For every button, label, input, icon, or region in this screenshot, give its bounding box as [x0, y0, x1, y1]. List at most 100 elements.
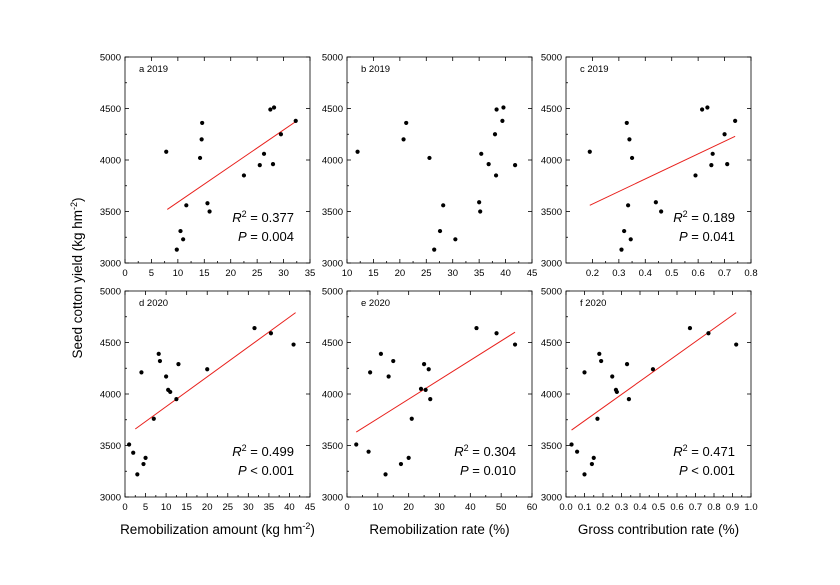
data-point — [174, 247, 179, 252]
data-point — [659, 209, 664, 214]
data-point — [421, 362, 427, 367]
r-squared-value: = 0.377 — [247, 210, 294, 225]
data-point — [368, 370, 373, 375]
y-tick-label: 3000 — [322, 259, 343, 270]
data-point — [628, 237, 633, 242]
x-tick-label: 10 — [173, 268, 184, 279]
data-point — [733, 118, 738, 123]
x-tick-label: 10 — [161, 502, 172, 513]
data-point — [401, 137, 406, 142]
data-point — [653, 200, 658, 205]
x-axis-title-main: Remobilization amount (kg hm — [120, 522, 302, 537]
x-tick-label: 15 — [199, 268, 210, 279]
x-tick-label: 0.6 — [692, 268, 705, 279]
panel-1: 0 5 10 15 20 25 30 35 3000 3500 4000 4500 5000 a 2019… — [100, 53, 315, 280]
data-point — [426, 367, 431, 372]
r-symbol: R — [673, 210, 682, 225]
x-tick-label: 0.7 — [689, 502, 702, 513]
x-tick-label: 40 — [284, 502, 295, 513]
y-tick-label: 3000 — [100, 493, 121, 504]
panel-label: d 2020 — [139, 298, 168, 309]
data-point — [418, 386, 424, 391]
x-tick-label: 0.3 — [615, 502, 628, 513]
data-point — [626, 397, 632, 402]
data-point — [437, 228, 443, 234]
data-point — [512, 342, 518, 347]
data-point — [200, 120, 205, 126]
y-tick-label: 4500 — [100, 338, 121, 349]
panel-4: 0 5 10 15 20 25 30 35 40 45 3000 3500 4000 4500 5000 d … — [100, 287, 315, 538]
y-tick-label: 4500 — [541, 338, 562, 349]
data-point — [156, 351, 161, 356]
x-tick-label: 0.4 — [639, 268, 652, 279]
data-point — [569, 442, 574, 447]
p-symbol: P — [679, 229, 688, 244]
x-tick-label: 35 — [264, 502, 275, 513]
y-tick-label: 5000 — [322, 287, 343, 298]
x-tick-label: 0 — [344, 502, 349, 513]
p-symbol: P — [238, 229, 247, 244]
x-tick-label: 20 — [403, 502, 414, 513]
data-point — [734, 342, 739, 347]
x-axis-title-sup: -2 — [302, 521, 310, 531]
x-tick-label: 50 — [496, 502, 507, 513]
r-squared-label: R2 = 0.377 — [232, 209, 294, 225]
data-point — [494, 331, 499, 336]
data-point — [205, 367, 210, 372]
y-tick-label: 4000 — [541, 156, 562, 167]
data-point — [271, 105, 277, 110]
data-point — [706, 331, 711, 336]
panel-label: b 2019 — [361, 64, 390, 75]
y-tick-label: 4000 — [541, 390, 562, 401]
p-value-label: P = 0.041 — [679, 229, 735, 244]
data-point — [181, 237, 186, 242]
data-point — [174, 397, 179, 402]
x-tick-label: 0.0 — [559, 502, 572, 513]
x-tick-label: 0.7 — [718, 268, 731, 279]
r-squared-value: = 0.189 — [688, 210, 735, 225]
y-tick-label: 3000 — [100, 259, 121, 270]
data-point — [406, 455, 411, 460]
r-squared-value: = 0.304 — [469, 444, 516, 459]
data-point — [725, 162, 730, 167]
p-symbol: P — [238, 463, 247, 478]
x-tick-label: 40 — [500, 268, 511, 279]
p-value-label: P = 0.004 — [238, 229, 294, 244]
data-point — [512, 163, 518, 168]
p-value-label: P < 0.001 — [679, 463, 735, 478]
x-tick-label: 0.3 — [612, 268, 625, 279]
x-axis-title: Remobilization amount (kg hm-2) — [120, 521, 315, 537]
y-tick-label: 3000 — [541, 259, 562, 270]
y-tick-label: 5000 — [322, 53, 343, 64]
data-point — [622, 228, 627, 234]
data-point — [354, 442, 359, 447]
data-point — [378, 351, 384, 356]
y-tick-label: 3500 — [322, 441, 343, 452]
data-point — [268, 107, 273, 112]
r-symbol: R — [232, 444, 241, 459]
data-point — [432, 247, 437, 252]
x-tick-label: 30 — [278, 268, 289, 279]
data-point — [278, 132, 284, 137]
x-axis-title-main: Gross contribution rate (%) — [578, 522, 739, 537]
x-axis-title: Gross contribution rate (%) — [578, 522, 739, 537]
y-tick-label: 3500 — [541, 207, 562, 218]
panel-6: 0.0 0.1 0.2 0.3 0.4 0.5 0.6 0.7 0.8 0.9 1.0 3000 350… — [541, 287, 758, 538]
regression-line — [589, 135, 736, 206]
x-tick-label: 0.8 — [744, 268, 757, 279]
data-point — [619, 247, 624, 252]
data-point — [591, 455, 596, 460]
data-point — [441, 203, 446, 208]
y-tick-label: 3000 — [322, 493, 343, 504]
data-point — [500, 118, 505, 123]
panel-3: 0.2 0.3 0.4 0.5 0.6 0.7 0.8 3000 3500 4000 4500 500… — [541, 53, 758, 280]
data-point — [164, 149, 169, 154]
x-tick-label: 0 — [122, 268, 127, 279]
r-symbol: R — [673, 444, 682, 459]
x-tick-label: 5 — [143, 502, 148, 513]
y-tick-label: 5000 — [100, 53, 121, 64]
data-point — [391, 358, 396, 364]
data-point — [624, 362, 630, 367]
data-point — [478, 209, 483, 214]
